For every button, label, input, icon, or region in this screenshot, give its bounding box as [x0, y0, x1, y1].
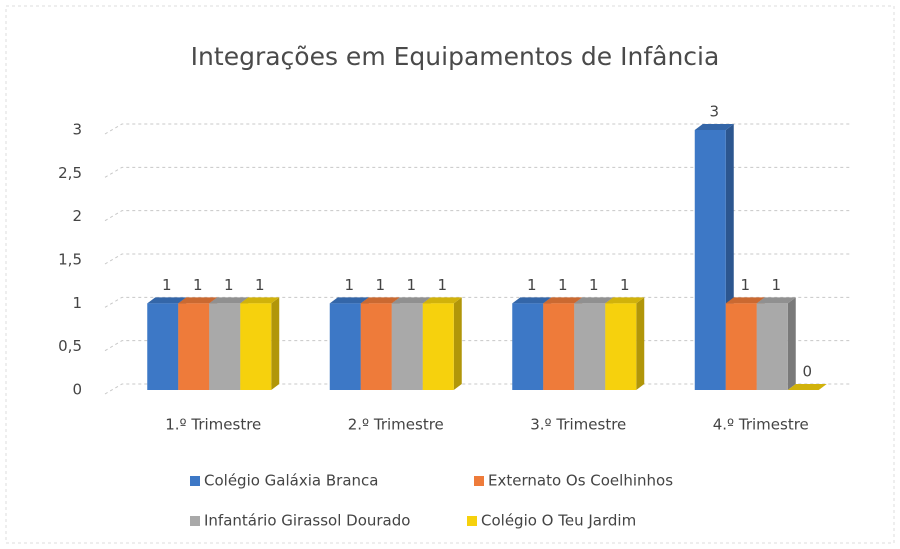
- bar-top: [178, 297, 218, 304]
- bar-side: [787, 297, 796, 390]
- bar: [605, 303, 637, 390]
- x-tick-label: 1.º Trimestre: [165, 416, 261, 434]
- data-label: 1: [437, 276, 447, 294]
- data-label: 1: [740, 276, 750, 294]
- bar-top: [391, 297, 431, 304]
- data-label: 1: [255, 276, 265, 294]
- data-label: 1: [193, 276, 203, 294]
- bar: [329, 303, 361, 390]
- bar: [694, 130, 726, 390]
- data-label: 1: [527, 276, 537, 294]
- bar-top: [694, 124, 734, 130]
- bar-top: [422, 297, 462, 304]
- bar-top: [787, 384, 827, 390]
- legend-label: Colégio Galáxia Branca: [204, 472, 378, 490]
- legend-label: Infantário Girassol Dourado: [204, 512, 410, 530]
- bar-top: [605, 297, 645, 304]
- chart-frame: [5, 5, 895, 544]
- data-label: 1: [162, 276, 172, 294]
- bar-top: [725, 297, 765, 304]
- bar-top: [240, 297, 280, 304]
- y-tick-label: 1,5: [58, 251, 82, 269]
- grid-line: [104, 123, 850, 135]
- data-label: 3: [709, 103, 719, 121]
- bar: [512, 303, 544, 390]
- y-tick-label: 0: [72, 381, 82, 399]
- bar-top: [543, 297, 583, 304]
- bar: [574, 303, 606, 390]
- bar: [147, 303, 179, 390]
- data-label: 1: [558, 276, 568, 294]
- x-tick-label: 4.º Trimestre: [713, 416, 809, 434]
- grid-line: [104, 253, 850, 265]
- data-label: 1: [620, 276, 630, 294]
- legend-label: Externato Os Coelhinhos: [488, 472, 673, 490]
- bar: [391, 303, 423, 390]
- bar-top: [574, 297, 614, 304]
- bar-side: [636, 297, 645, 390]
- bar-side: [453, 297, 462, 390]
- y-tick-label: 2: [72, 207, 82, 225]
- bar-top: [512, 297, 552, 304]
- bar-top: [209, 297, 249, 304]
- bar: [756, 303, 788, 390]
- grid-line: [104, 166, 850, 178]
- bar: [209, 303, 241, 390]
- chart-title: Integrações em Equipamentos de Infância: [191, 42, 720, 71]
- legend-swatch: [467, 516, 477, 526]
- bar: [178, 303, 210, 390]
- legend-swatch: [474, 476, 484, 486]
- bar: [240, 303, 272, 390]
- bar: [725, 303, 757, 390]
- data-label: 1: [771, 276, 781, 294]
- y-tick-label: 1: [72, 294, 82, 312]
- grid-line: [104, 210, 850, 222]
- y-tick-label: 2,5: [58, 164, 82, 182]
- legend-swatch: [190, 476, 200, 486]
- bar-top: [360, 297, 400, 304]
- data-label: 1: [224, 276, 234, 294]
- bar: [422, 303, 454, 390]
- data-label: 1: [589, 276, 599, 294]
- bar-top: [756, 297, 796, 304]
- bar-side: [271, 297, 280, 390]
- bar: [543, 303, 575, 390]
- data-label: 0: [802, 363, 812, 381]
- data-label: 1: [344, 276, 354, 294]
- y-tick-label: 3: [72, 121, 82, 139]
- bar: [360, 303, 392, 390]
- legend-label: Colégio O Teu Jardim: [481, 512, 636, 530]
- data-label: 1: [375, 276, 385, 294]
- data-label: 1: [406, 276, 416, 294]
- x-tick-label: 3.º Trimestre: [530, 416, 626, 434]
- bar-top: [147, 297, 187, 304]
- y-tick-label: 0,5: [58, 337, 82, 355]
- x-tick-label: 2.º Trimestre: [348, 416, 444, 434]
- bar-top: [329, 297, 369, 304]
- legend-swatch: [190, 516, 200, 526]
